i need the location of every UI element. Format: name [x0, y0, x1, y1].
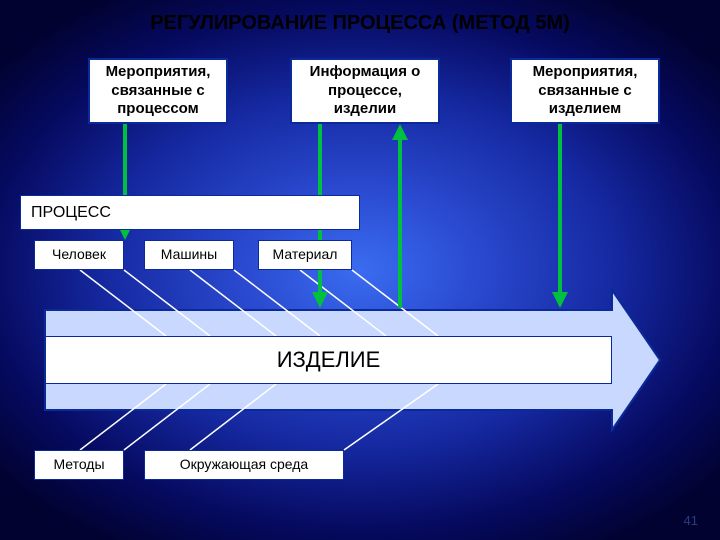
process-label-box: ПРОЦЕСС: [20, 195, 360, 230]
cause-man: Человек: [34, 240, 124, 270]
box-activities-product: Мероприятия, связанные с изделием: [510, 58, 660, 124]
slide: РЕГУЛИРОВАНИЕ ПРОЦЕССА (МЕТОД 5М): [0, 0, 720, 540]
page-number: 41: [684, 513, 698, 528]
product-bar: ИЗДЕЛИЕ: [45, 336, 612, 384]
cause-material: Материал: [258, 240, 352, 270]
cause-environment: Окружающая среда: [144, 450, 344, 480]
box-activities-process: Мероприятия, связанные с процессом: [88, 58, 228, 124]
cause-method: Методы: [34, 450, 124, 480]
cause-machine: Машины: [144, 240, 234, 270]
box-information: Информация о процессе, изделии: [290, 58, 440, 124]
